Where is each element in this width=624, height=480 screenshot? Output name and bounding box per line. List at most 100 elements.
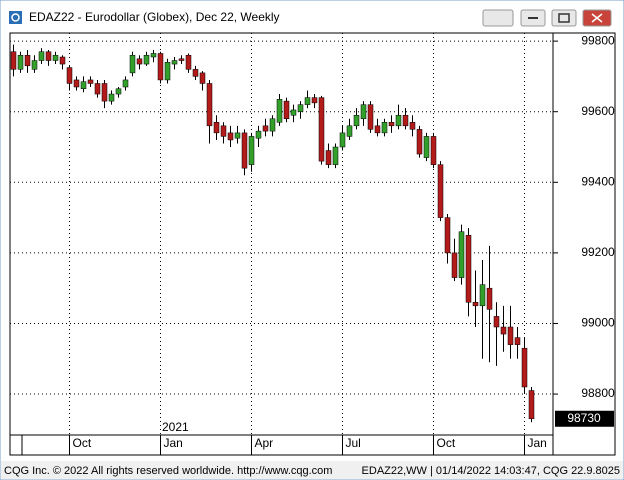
candle-body [493, 316, 500, 328]
candle-body [423, 136, 430, 158]
candle-body [465, 234, 472, 303]
candle-body [416, 129, 423, 155]
candle-body [248, 136, 255, 165]
candle-body [360, 104, 367, 120]
candle-body [451, 252, 458, 278]
candle-body [346, 125, 353, 137]
x-tick-label: Jul [346, 436, 361, 450]
candle-body [444, 217, 451, 254]
candle-body [52, 54, 59, 61]
candle-body [262, 125, 269, 132]
candle-body [185, 54, 192, 70]
x-axis-area [9, 434, 554, 456]
candle-body [500, 326, 507, 335]
candle-body [325, 150, 332, 165]
candle-body [374, 125, 381, 134]
last-price-label: 98730 [567, 411, 601, 425]
candle-body [150, 53, 157, 58]
candle-body [234, 132, 241, 139]
scroll-box[interactable] [9, 434, 23, 456]
candle-body [38, 51, 45, 61]
candle-body [192, 69, 199, 77]
candle-body [514, 337, 521, 345]
candle-body [227, 132, 234, 141]
candle-body [122, 79, 129, 88]
x-tick-label: Jan [528, 436, 547, 450]
y-tick-label: 99800 [581, 33, 615, 47]
candle-body [115, 88, 122, 95]
candle-body [290, 109, 297, 116]
candle-body [31, 60, 38, 70]
candle-body [17, 54, 24, 70]
candle-body [136, 58, 143, 65]
candle-body [157, 53, 164, 81]
candle-body [171, 60, 178, 65]
y-tick-label: 99000 [581, 316, 615, 330]
candle-body [276, 99, 283, 123]
candle-body [87, 79, 94, 84]
x-tick-label: Oct [437, 436, 456, 450]
candle-body [521, 347, 528, 388]
candle-body [507, 326, 514, 345]
candle-body [304, 97, 311, 105]
candle-body [129, 54, 136, 74]
footer-bar [1, 461, 623, 479]
y-tick-label: 99400 [581, 174, 615, 188]
candle-body [297, 104, 304, 112]
candle-body [353, 114, 360, 127]
title-bar [1, 1, 623, 32]
candle-body [178, 58, 185, 61]
candle-body [206, 83, 213, 127]
candle-body [339, 132, 346, 148]
candle-body [143, 54, 150, 65]
candle-body [430, 136, 437, 165]
x-tick-label: Oct [73, 436, 92, 450]
candle-body [528, 390, 535, 420]
y-tick-label: 99600 [581, 104, 615, 118]
candle-body [73, 79, 80, 88]
x-tick-label: Apr [255, 436, 274, 450]
window-title: EDAZ22 - Eurodollar (Globex), Dec 22, We… [29, 10, 280, 24]
candle-body [220, 125, 227, 137]
candle-body [486, 287, 493, 310]
candle-body [332, 146, 339, 165]
last-price-box [555, 410, 614, 427]
candle-body [269, 118, 276, 132]
candle-body [108, 93, 115, 102]
candle-body [283, 100, 290, 120]
year-label: 2021 [162, 420, 189, 434]
app-icon-mark [11, 13, 20, 22]
close-icon [591, 13, 603, 23]
x-tick-label: Jan [164, 436, 183, 450]
candle-body [101, 83, 108, 102]
candle-body [213, 122, 220, 134]
candle-body [24, 54, 31, 67]
candle-body [458, 231, 465, 278]
candle-body [80, 81, 87, 90]
app-icon [9, 11, 22, 24]
candle-body [10, 51, 17, 70]
y-axis-area [552, 32, 616, 456]
footer-left: CQG Inc. © 2022 All rights reserved worl… [4, 465, 332, 477]
link-button[interactable] [482, 9, 514, 27]
candle-body [94, 83, 101, 95]
candle-body [381, 122, 388, 134]
y-tick-label: 99200 [581, 245, 615, 259]
plot-area [9, 32, 554, 436]
chart: 98800 99000 99200 99400 99600 99800 Oct Jan Apr J… [10, 33, 615, 455]
candle-body [395, 114, 402, 127]
candle-body [437, 164, 444, 218]
candle-body [66, 67, 73, 84]
maximize-button[interactable] [551, 9, 577, 27]
candle-body [472, 302, 479, 307]
candle-body [409, 122, 416, 130]
candle-body [479, 284, 486, 307]
footer-right: EDAZ22,WW | 01/14/2022 14:03:47, CQG 22.… [362, 465, 620, 477]
candle-body [45, 51, 52, 61]
candle-body [388, 122, 395, 127]
candle-body [59, 56, 66, 65]
candle-body [255, 130, 262, 139]
candle-body [402, 114, 409, 127]
maximize-icon [558, 13, 570, 23]
